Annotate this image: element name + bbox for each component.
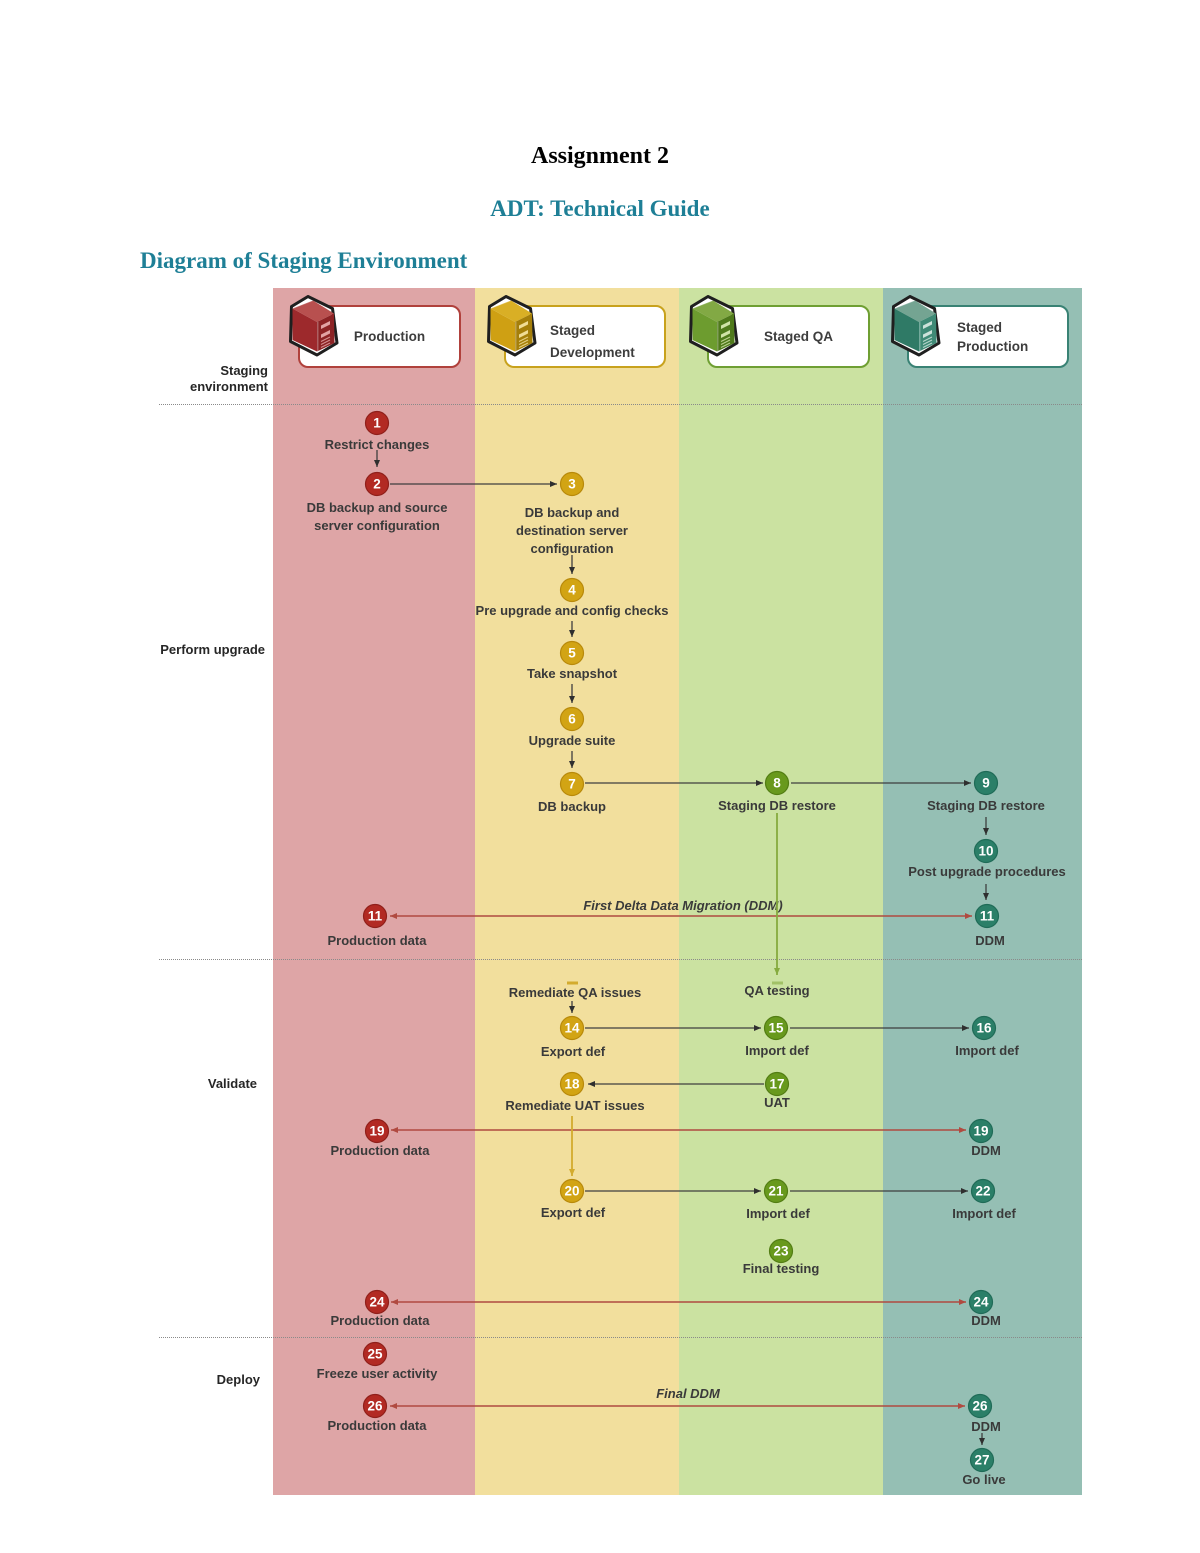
svg-text:26: 26 [972,1399,988,1414]
svg-text:5: 5 [568,646,576,661]
svg-text:21: 21 [768,1184,784,1199]
svg-text:24: 24 [369,1295,385,1310]
svg-text:24: 24 [973,1295,989,1310]
svg-text:17: 17 [769,1077,784,1092]
svg-text:1: 1 [373,416,381,431]
svg-text:10: 10 [978,844,993,859]
svg-text:25: 25 [367,1347,383,1362]
svg-text:23: 23 [773,1244,789,1259]
svg-text:11: 11 [980,909,995,924]
svg-text:15: 15 [768,1021,784,1036]
svg-text:9: 9 [982,776,990,791]
svg-text:2: 2 [373,477,381,492]
svg-text:27: 27 [974,1453,989,1468]
svg-text:19: 19 [369,1124,384,1139]
svg-text:19: 19 [973,1124,988,1139]
svg-text:22: 22 [975,1184,990,1199]
svg-text:11: 11 [368,909,383,924]
svg-text:14: 14 [564,1021,580,1036]
svg-text:3: 3 [568,477,576,492]
svg-text:7: 7 [568,777,576,792]
svg-text:6: 6 [568,712,576,727]
svg-text:20: 20 [564,1184,579,1199]
svg-text:16: 16 [976,1021,992,1036]
svg-text:8: 8 [773,776,781,791]
svg-text:18: 18 [564,1077,580,1092]
svg-text:26: 26 [367,1399,383,1414]
svg-text:4: 4 [568,583,576,598]
